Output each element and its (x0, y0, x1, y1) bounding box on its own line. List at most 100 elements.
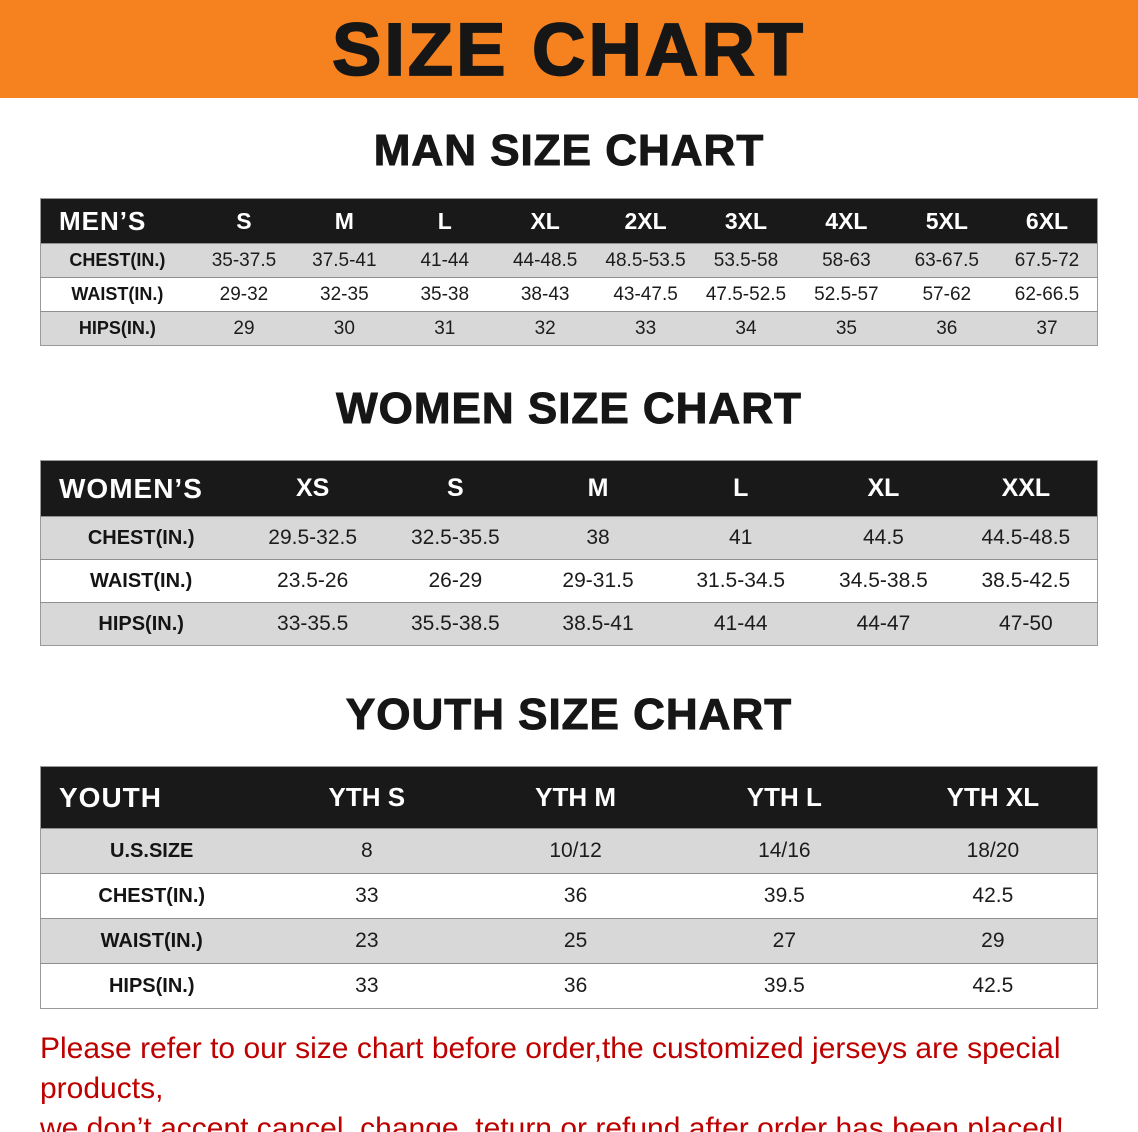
size-value-cell: 41-44 (713, 612, 768, 635)
size-value-cell: 35-38 (420, 283, 470, 305)
table-header-row: YOUTH YTH S YTH M YTH L YTH XL (40, 766, 1098, 829)
measurement-row: U.S.SIZE 8 10/12 14/16 18/20 (40, 828, 1098, 874)
size-value-cell: 36 (563, 884, 588, 907)
size-column-header: XXL (954, 460, 1098, 517)
size-column-header: M (294, 198, 395, 244)
size-chart-banner: SIZE CHART (0, 0, 1138, 98)
measurement-row: HIPS(IN.) 29 30 31 32 33 34 35 36 37 (40, 311, 1098, 346)
size-value-cell: 41-44 (420, 249, 470, 271)
row-label-cell: WAIST(IN.) (90, 569, 193, 592)
table-title-cell: WOMEN’S (40, 460, 242, 517)
size-value-cell: 37.5-41 (312, 249, 377, 271)
size-column-header: S (384, 460, 527, 517)
measurement-row: CHEST(IN.) 29.5-32.5 32.5-35.5 38 41 44.5 44.5… (40, 516, 1098, 560)
size-value-cell: 63-67.5 (914, 249, 980, 271)
size-value-cell: 35 (835, 317, 857, 339)
size-value-cell: 29 (233, 317, 255, 339)
measurement-row: WAIST(IN.) 29-32 32-35 35-38 38-43 43-47.5 47.… (40, 277, 1098, 312)
size-value-cell: 44-47 (856, 612, 911, 635)
row-label-cell: HIPS(IN.) (108, 974, 195, 997)
men-section-heading: MAN SIZE CHART (373, 126, 765, 176)
size-value-cell: 35-37.5 (211, 249, 277, 271)
size-column-header: YTH L (679, 766, 889, 829)
size-value-cell: 41 (729, 526, 753, 549)
size-value-cell: 38.5-41 (562, 612, 634, 635)
page-title: SIZE CHART (331, 7, 806, 92)
size-column-header: YTH XL (888, 766, 1098, 829)
size-column-header: L (669, 460, 813, 517)
size-value-cell: 32.5-35.5 (410, 526, 500, 549)
size-value-cell: 30 (333, 317, 355, 339)
size-value-cell: 38.5-42.5 (981, 569, 1071, 592)
size-value-cell: 34.5-38.5 (839, 569, 928, 592)
size-value-cell: 39.5 (763, 974, 805, 997)
size-value-cell: 57-62 (922, 283, 972, 305)
size-value-cell: 44.5 (862, 526, 904, 549)
row-label-cell: HIPS(IN.) (78, 318, 156, 338)
size-value-cell: 43-47.5 (613, 283, 678, 305)
men-size-section: MAN SIZE CHART MEN’S S M L XL 2XL 3XL 4XL 5XL 6XL… (0, 126, 1138, 346)
size-value-cell: 29-31.5 (562, 569, 634, 592)
size-column-header: 3XL (695, 198, 797, 244)
size-column-header: YTH S (262, 766, 472, 829)
table-header-row: WOMEN’S XS S M L XL XXL (40, 460, 1098, 517)
size-value-cell: 48.5-53.5 (605, 249, 686, 271)
table-title-cell: YOUTH (40, 766, 263, 829)
size-value-cell: 33 (355, 974, 379, 997)
men-size-table: MEN’S S M L XL 2XL 3XL 4XL 5XL 6XL CHEST(IN.) 35-37… (40, 198, 1098, 346)
size-value-cell: 14/16 (758, 839, 811, 862)
size-column-header: 5XL (896, 198, 997, 244)
size-column-header: 4XL (796, 198, 897, 244)
size-value-cell: 32-35 (320, 283, 369, 305)
size-value-cell: 33 (355, 884, 379, 907)
size-value-cell: 29-32 (219, 283, 269, 305)
size-value-cell: 38 (586, 526, 610, 549)
size-value-cell: 53.5-58 (713, 249, 779, 271)
size-value-cell: 42.5 (972, 884, 1014, 907)
notice-line-1: Please refer to our size chart before or… (40, 1032, 1061, 1105)
size-value-cell: 44.5-48.5 (981, 526, 1071, 549)
size-value-cell: 58-63 (822, 249, 871, 271)
size-value-cell: 47.5-52.5 (705, 283, 787, 305)
size-column-header: 6XL (997, 198, 1098, 244)
size-value-cell: 8 (361, 839, 373, 862)
row-label-cell: CHEST(IN.) (98, 884, 206, 907)
size-column-header: 2XL (595, 198, 696, 244)
row-label-cell: HIPS(IN.) (98, 612, 184, 635)
row-label-cell: U.S.SIZE (110, 839, 194, 862)
size-value-cell: 34 (735, 317, 757, 339)
size-value-cell: 31 (434, 317, 456, 339)
row-label-cell: CHEST(IN.) (87, 526, 195, 549)
size-value-cell: 37 (1036, 317, 1058, 339)
size-column-header: YTH M (471, 766, 680, 829)
size-value-cell: 35.5-38.5 (410, 612, 500, 635)
order-notice: Please refer to our size chart before or… (40, 1029, 1098, 1132)
women-section-heading: WOMEN SIZE CHART (336, 384, 802, 434)
size-column-header: XL (494, 198, 596, 244)
size-value-cell: 33 (635, 317, 657, 339)
size-value-cell: 38-43 (520, 283, 570, 305)
row-label-cell: WAIST(IN.) (100, 929, 203, 952)
size-value-cell: 52.5-57 (814, 283, 879, 305)
notice-line-2: we don’t accept cancel, change, teturn o… (40, 1112, 1064, 1132)
measurement-row: WAIST(IN.) 23 25 27 29 (40, 918, 1098, 964)
size-value-cell: 39.5 (763, 884, 805, 907)
measurement-row: CHEST(IN.) 35-37.5 37.5-41 41-44 44-48.5 48.5… (40, 243, 1098, 278)
size-column-header: S (193, 198, 295, 244)
youth-size-table: YOUTH YTH S YTH M YTH L YTH XL U.S.SIZE 8 10/12… (40, 766, 1098, 1009)
size-value-cell: 47-50 (999, 612, 1053, 635)
size-column-header: XL (812, 460, 955, 517)
size-value-cell: 23.5-26 (277, 569, 349, 592)
measurement-row: CHEST(IN.) 33 36 39.5 42.5 (40, 873, 1098, 919)
size-value-cell: 23 (355, 929, 379, 952)
size-value-cell: 29 (981, 929, 1005, 952)
size-column-header: M (526, 460, 670, 517)
women-size-section: WOMEN SIZE CHART WOMEN’S XS S M L XL XXL CHEST(… (0, 384, 1138, 646)
size-value-cell: 36 (936, 317, 958, 339)
row-label-cell: CHEST(IN.) (69, 250, 166, 270)
measurement-row: WAIST(IN.) 23.5-26 26-29 29-31.5 31.5-34.5 34… (40, 559, 1098, 603)
size-value-cell: 42.5 (972, 974, 1014, 997)
table-header-row: MEN’S S M L XL 2XL 3XL 4XL 5XL 6XL (40, 198, 1098, 244)
size-value-cell: 29.5-32.5 (268, 526, 358, 549)
